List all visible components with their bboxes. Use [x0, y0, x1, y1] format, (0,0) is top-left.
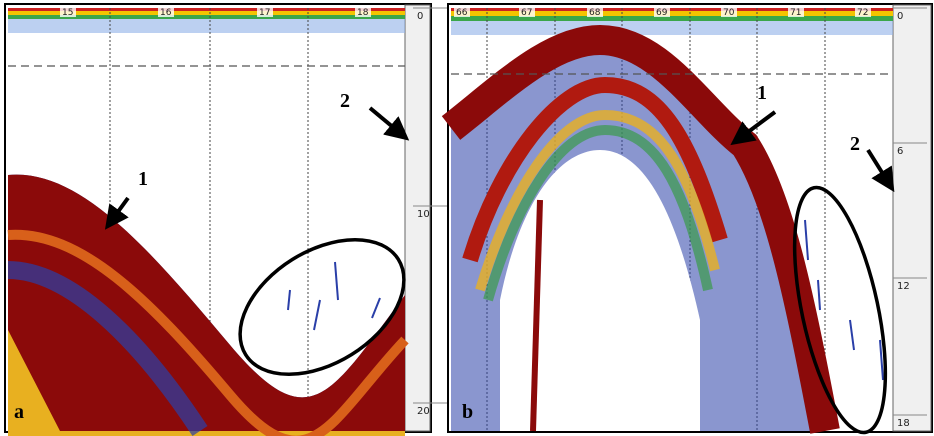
top-tick-label: 71 [790, 8, 801, 18]
seabed-echo [8, 174, 405, 431]
arrow [104, 196, 130, 230]
depth-tick-label: 6 [897, 146, 903, 157]
fish-echo [804, 219, 884, 381]
tick-box [654, 7, 670, 17]
seabed-echo [475, 109, 720, 292]
highlight-ellipse [238, 237, 406, 377]
top-tick-label: 16 [160, 8, 172, 18]
tick-box [587, 7, 603, 17]
tick-box [257, 7, 273, 17]
surface-band [8, 19, 405, 33]
depth-tick-label: 18 [897, 418, 910, 429]
top-tick-label: 70 [723, 8, 735, 18]
tick-box [355, 7, 371, 17]
tick-box [519, 7, 535, 17]
surface-band [451, 11, 893, 16]
panel-a: 1 2 a [4, 3, 432, 436]
fish-echo [287, 261, 381, 331]
surface-band [8, 8, 405, 11]
seabed-echo [462, 76, 728, 263]
depth-tick-label: 20 [417, 406, 430, 417]
echo-shadow [500, 150, 700, 431]
depth-tick-label: 10 [417, 209, 430, 220]
arrow [368, 106, 410, 141]
top-tick-label: 66 [456, 8, 468, 18]
top-tick-label: 15 [62, 8, 73, 18]
surface-band [451, 21, 893, 35]
top-tick-label: 17 [259, 8, 270, 18]
tick-box [721, 7, 737, 17]
top-tick-label: 67 [521, 8, 532, 18]
top-tick-label: 68 [589, 8, 601, 18]
surface-band [451, 8, 893, 11]
seabed-echo [441, 24, 840, 434]
top-tick-label: 69 [656, 8, 668, 18]
tick-box [788, 7, 804, 17]
seabed-echo [530, 199, 543, 432]
seabed-echo [7, 261, 208, 436]
panel-label: b [462, 401, 473, 423]
top-tick-label: 18 [357, 8, 369, 18]
arrow [730, 110, 777, 146]
top-tick-label: 72 [857, 8, 868, 18]
depth-scale [404, 4, 431, 432]
surface-band [8, 11, 405, 15]
arrow [866, 148, 895, 193]
highlight-ellipse [792, 185, 888, 435]
tick-box [60, 7, 76, 17]
depth-tick-label: 0 [897, 11, 903, 22]
depth-scale [892, 4, 932, 432]
annotation: 1 [138, 168, 148, 190]
annotation: 2 [340, 90, 350, 112]
annotation: 2 [850, 133, 860, 155]
annotation: 1 [757, 82, 767, 104]
depth-tick-label: 0 [417, 11, 423, 22]
depth-tick-label: 12 [897, 281, 910, 292]
seabed-echo [483, 124, 713, 302]
tick-box [454, 7, 470, 17]
panel-b: 1 2 b [441, 3, 933, 435]
surface-band [451, 16, 893, 21]
tick-box [855, 7, 871, 17]
seabed-echo [7, 229, 409, 436]
surface-band [8, 15, 405, 19]
tick-box [158, 7, 174, 17]
panel-label: a [14, 401, 24, 423]
